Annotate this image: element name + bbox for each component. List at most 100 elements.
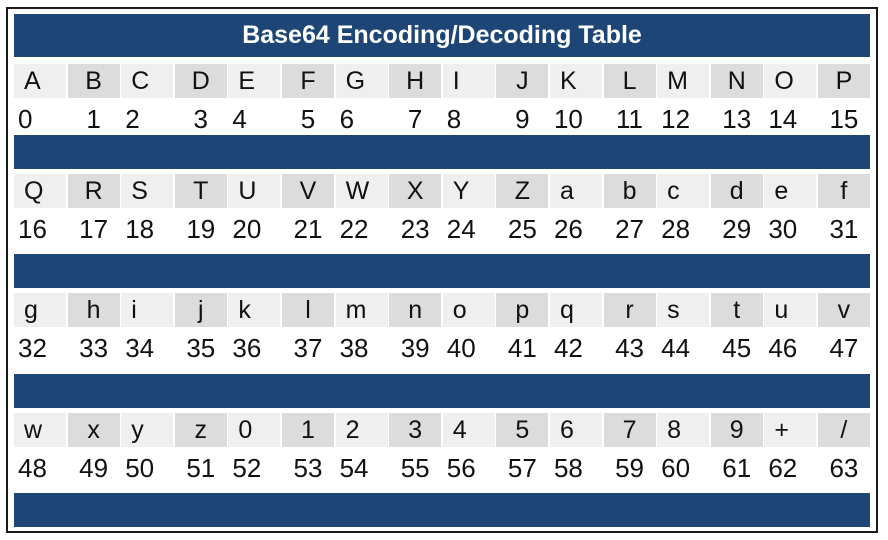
value-row: 16 17 18 19 20 21 22 23 24 25 26 27 28 2… (14, 208, 870, 246)
symbol-cell: X (389, 174, 442, 208)
value-cell: 9 (515, 104, 530, 134)
symbol-cell: n (389, 293, 442, 327)
value-cell: 28 (661, 214, 691, 244)
symbol-cell: Y (442, 174, 495, 208)
symbol-row: w x y z 0 1 2 3 4 5 6 7 8 9 + / (14, 413, 870, 447)
symbol-cell: Z (496, 174, 549, 208)
value-cell: 5 (300, 104, 316, 134)
value-cell: 59 (615, 453, 644, 483)
value-cell: 41 (507, 333, 537, 363)
symbol-cell: i (121, 293, 174, 327)
symbol-cell: j (174, 293, 227, 327)
symbol-cell: 4 (442, 413, 495, 447)
symbol-cell: v (817, 293, 870, 327)
value-cell: 20 (232, 214, 262, 244)
symbol-cell: e (764, 174, 817, 208)
symbol-cell: u (764, 293, 817, 327)
symbol-cell: b (603, 174, 656, 208)
value-cell: 34 (125, 333, 155, 363)
symbol-cell: A (14, 64, 66, 98)
value-cell: 10 (553, 104, 583, 134)
value-cell: 6 (339, 104, 355, 134)
value-cell: 37 (293, 333, 323, 363)
value-row: 32 33 34 35 36 37 38 39 40 41 42 43 44 4… (14, 327, 870, 365)
separator-band (14, 135, 870, 169)
value-cell: 26 (553, 214, 583, 244)
value-cell: 1 (86, 104, 101, 134)
symbol-cell: 6 (549, 413, 602, 447)
value-cell: 8 (446, 104, 462, 134)
symbol-cell: U (228, 174, 281, 208)
symbol-cell: Q (14, 174, 66, 208)
symbol-cell: h (67, 293, 120, 327)
value-cell: 0 (18, 104, 33, 134)
separator-band (14, 493, 870, 527)
symbol-cell: B (67, 64, 120, 98)
value-cell: 18 (125, 214, 155, 244)
table-group-2: Q R S T U V W X Y Z a b c d e f 16 17 18… (14, 174, 870, 246)
value-cell: 50 (125, 453, 155, 483)
symbol-row: Q R S T U V W X Y Z a b c d e f (14, 174, 870, 208)
value-cell: 36 (232, 333, 262, 363)
symbol-cell: f (817, 174, 870, 208)
symbol-cell: W (335, 174, 388, 208)
value-cell: 32 (18, 333, 47, 363)
symbol-cell: H (389, 64, 442, 98)
symbol-cell: G (335, 64, 388, 98)
value-cell: 46 (768, 333, 798, 363)
value-cell: 60 (661, 453, 691, 483)
table-group-1: A B C D E F G H I J K L M N O P 0 1 2 3 … (14, 64, 870, 136)
value-cell: 31 (829, 214, 859, 244)
value-cell: 57 (507, 453, 537, 483)
value-cell: 27 (615, 214, 644, 244)
table-group-4: w x y z 0 1 2 3 4 5 6 7 8 9 + / 48 49 50… (14, 413, 870, 485)
symbol-cell: J (496, 64, 549, 98)
value-cell: 61 (722, 453, 752, 483)
symbol-cell: c (657, 174, 710, 208)
symbol-cell: x (67, 413, 120, 447)
value-cell: 52 (232, 453, 262, 483)
value-cell: 33 (79, 333, 109, 363)
symbol-cell: d (710, 174, 763, 208)
value-cell: 55 (400, 453, 430, 483)
symbol-cell: 5 (496, 413, 549, 447)
value-cell: 48 (18, 453, 47, 483)
value-cell: 62 (768, 453, 798, 483)
value-cell: 15 (829, 104, 859, 134)
separator-band (14, 374, 870, 408)
value-cell: 13 (722, 104, 752, 134)
symbol-cell: r (603, 293, 656, 327)
value-cell: 4 (232, 104, 247, 134)
value-cell: 22 (339, 214, 369, 244)
symbol-cell: y (121, 413, 174, 447)
table-title: Base64 Encoding/Decoding Table (14, 14, 870, 57)
value-cell: 3 (193, 104, 209, 134)
value-cell: 19 (186, 214, 216, 244)
value-cell: 44 (661, 333, 691, 363)
value-cell: 16 (18, 214, 47, 244)
value-cell: 12 (661, 104, 691, 134)
value-cell: 42 (553, 333, 583, 363)
symbol-cell: D (174, 64, 227, 98)
value-cell: 11 (616, 104, 644, 134)
value-cell: 56 (446, 453, 476, 483)
value-cell: 25 (507, 214, 537, 244)
value-cell: 38 (339, 333, 369, 363)
symbol-cell: 8 (657, 413, 710, 447)
value-cell: 24 (446, 214, 476, 244)
symbol-cell: C (121, 64, 174, 98)
value-cell: 17 (79, 214, 109, 244)
symbol-cell: M (657, 64, 710, 98)
symbol-cell: p (496, 293, 549, 327)
symbol-cell: 1 (281, 413, 334, 447)
symbol-cell: 9 (710, 413, 763, 447)
symbol-cell: S (121, 174, 174, 208)
value-cell: 45 (722, 333, 752, 363)
symbol-cell: q (549, 293, 602, 327)
symbol-row: A B C D E F G H I J K L M N O P (14, 64, 870, 98)
value-cell: 39 (400, 333, 430, 363)
symbol-cell: 2 (335, 413, 388, 447)
separator-band (14, 254, 870, 288)
value-cell: 40 (446, 333, 476, 363)
value-cell: 21 (293, 214, 323, 244)
